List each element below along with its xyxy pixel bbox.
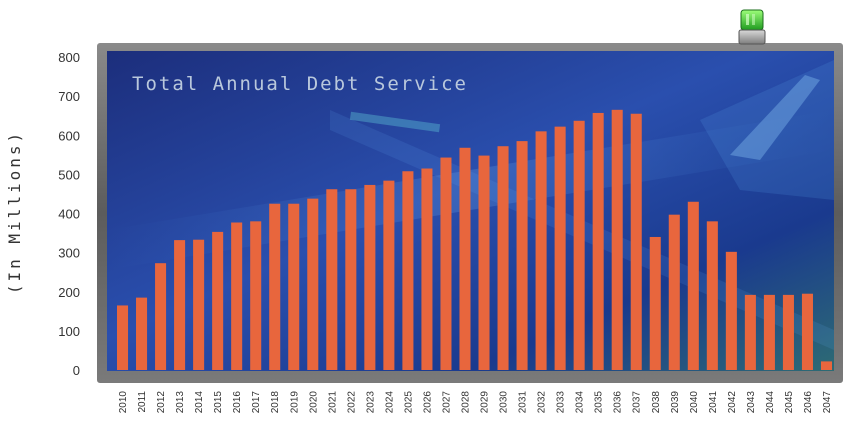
x-tick-label: 2029 bbox=[480, 391, 491, 414]
bar-2022 bbox=[345, 189, 357, 370]
x-tick-label: 2044 bbox=[765, 391, 776, 414]
x-tick-label: 2027 bbox=[441, 391, 452, 414]
bar-2010 bbox=[117, 305, 129, 370]
y-tick-label: 400 bbox=[58, 207, 80, 222]
bar-2012 bbox=[155, 263, 167, 370]
decor-bar bbox=[349, 111, 441, 133]
bars bbox=[117, 109, 833, 371]
bar-2032 bbox=[535, 131, 547, 370]
x-tick-label: 2032 bbox=[537, 391, 548, 414]
bar-2047 bbox=[820, 361, 833, 370]
y-tick-label: 100 bbox=[58, 324, 80, 339]
x-tick-label: 2021 bbox=[327, 391, 338, 414]
y-tick-label: 500 bbox=[58, 167, 80, 182]
bar-2014 bbox=[193, 239, 205, 370]
bar-2013 bbox=[174, 240, 186, 370]
bar-2029 bbox=[478, 155, 490, 370]
x-tick-label: 2039 bbox=[670, 391, 681, 414]
bar-2020 bbox=[307, 198, 319, 370]
x-tick-label: 2034 bbox=[575, 391, 586, 414]
bar-2016 bbox=[231, 222, 243, 370]
x-tick-label: 2031 bbox=[518, 391, 529, 414]
x-tick-label: 2011 bbox=[137, 391, 148, 413]
x-tick-label: 2038 bbox=[651, 391, 662, 414]
x-axis-ticks: 2010 2011 2012 2013 2014 2015 2016 2017 2018 2019… bbox=[118, 391, 833, 414]
bar-2046 bbox=[801, 293, 813, 370]
bar-2024 bbox=[383, 180, 395, 370]
y-tick-label: 800 bbox=[58, 50, 80, 65]
x-tick-label: 2043 bbox=[746, 391, 757, 414]
x-tick-label: 2015 bbox=[213, 391, 224, 414]
x-tick-label: 2026 bbox=[422, 391, 433, 414]
x-tick-label: 2010 bbox=[118, 391, 129, 414]
x-tick-label: 2020 bbox=[308, 391, 319, 414]
bar-2026 bbox=[421, 168, 433, 370]
x-tick-label: 2023 bbox=[365, 391, 376, 414]
x-tick-label: 2019 bbox=[289, 391, 300, 414]
bar-2011 bbox=[136, 297, 148, 370]
bar-2025 bbox=[402, 171, 414, 370]
y-tick-label: 200 bbox=[58, 285, 80, 300]
x-tick-label: 2028 bbox=[460, 391, 471, 414]
x-tick-label: 2025 bbox=[403, 391, 414, 414]
bar-2041 bbox=[706, 221, 718, 370]
bar-2031 bbox=[516, 141, 528, 370]
bar-2045 bbox=[782, 294, 794, 370]
x-tick-label: 2033 bbox=[556, 391, 567, 414]
x-tick-label: 2040 bbox=[689, 391, 700, 414]
y-tick-label: 0 bbox=[73, 363, 80, 378]
bar-2030 bbox=[497, 146, 509, 370]
bar-2021 bbox=[326, 189, 338, 370]
x-tick-label: 2036 bbox=[613, 391, 624, 414]
bar-2038 bbox=[649, 236, 661, 370]
x-tick-label: 2041 bbox=[708, 391, 719, 414]
bar-2033 bbox=[554, 126, 566, 370]
x-tick-label: 2018 bbox=[270, 391, 281, 414]
bar-2036 bbox=[611, 109, 623, 370]
bar-2019 bbox=[288, 203, 300, 370]
chart-title: Total Annual Debt Service bbox=[132, 73, 468, 95]
bar-2015 bbox=[212, 231, 224, 370]
bar-2027 bbox=[440, 157, 452, 370]
x-tick-label: 2030 bbox=[499, 391, 510, 414]
y-tick-label: 600 bbox=[58, 128, 80, 143]
bar-2044 bbox=[763, 294, 775, 370]
x-tick-label: 2022 bbox=[346, 391, 357, 414]
x-tick-label: 2012 bbox=[156, 391, 167, 414]
bar-2018 bbox=[269, 203, 281, 370]
decor-shape bbox=[700, 60, 834, 200]
x-tick-label: 2046 bbox=[803, 391, 814, 414]
x-tick-label: 2035 bbox=[594, 391, 605, 414]
y-axis-ticks: 0 100 200 300 400 500 600 700 800 bbox=[58, 50, 80, 378]
bar-2039 bbox=[668, 214, 680, 370]
x-tick-label: 2016 bbox=[232, 391, 243, 414]
x-tick-label: 2017 bbox=[251, 391, 262, 414]
bar-2043 bbox=[744, 294, 756, 370]
green-light-icon bbox=[738, 9, 766, 45]
bar-2042 bbox=[725, 251, 737, 370]
y-tick-label: 300 bbox=[58, 246, 80, 261]
x-tick-label: 2024 bbox=[384, 391, 395, 414]
bar-2040 bbox=[687, 201, 699, 370]
bar-2017 bbox=[250, 221, 262, 370]
x-tick-label: 2045 bbox=[784, 391, 795, 414]
x-tick-label: 2047 bbox=[822, 391, 833, 414]
bar-2035 bbox=[592, 112, 604, 370]
decor-shape bbox=[730, 75, 820, 160]
bar-2034 bbox=[573, 120, 585, 371]
x-tick-label: 2037 bbox=[632, 391, 643, 414]
bar-2028 bbox=[459, 147, 471, 370]
bar-2023 bbox=[364, 184, 376, 370]
bar-2037 bbox=[630, 113, 642, 370]
y-axis-label: (In Millions) bbox=[5, 130, 24, 294]
y-tick-label: 700 bbox=[58, 89, 80, 104]
x-tick-label: 2013 bbox=[175, 391, 186, 414]
x-tick-label: 2042 bbox=[727, 391, 738, 414]
x-tick-label: 2014 bbox=[194, 391, 205, 414]
